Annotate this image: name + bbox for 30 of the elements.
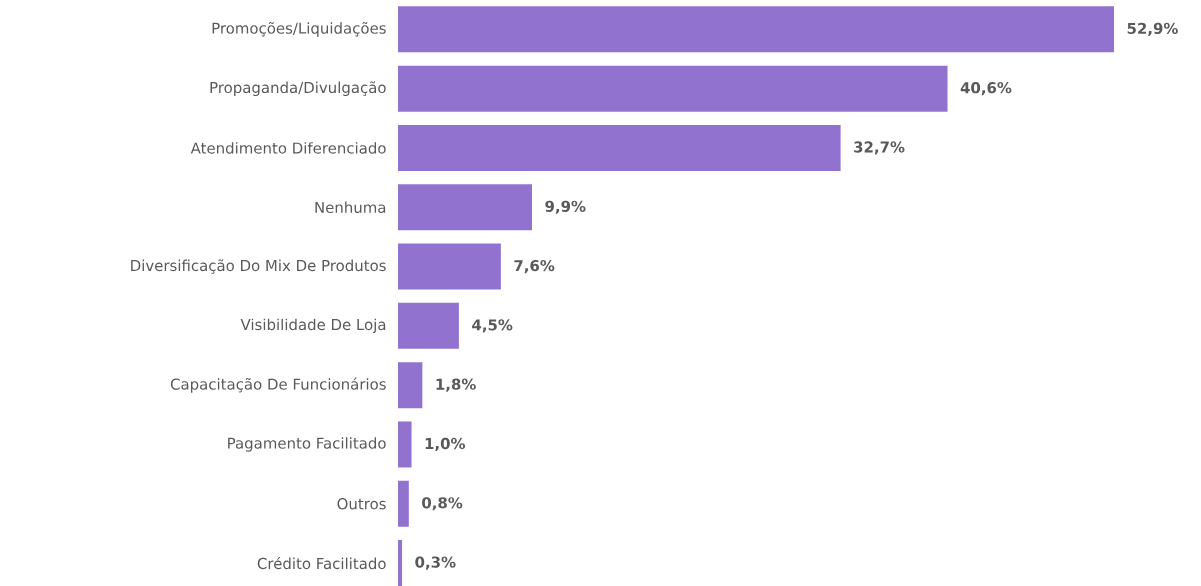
y-tick-label: Promoções/Liquidações [212,21,386,37]
bar [398,6,1115,53]
data-label: 4,5% [472,319,513,333]
y-tick-label: Propaganda/Divulgação [210,81,386,97]
bar [398,184,532,231]
data-label: 0,3% [415,556,456,570]
y-tick-label: Crédito Facilitado [257,556,386,570]
y-tick-label: Capacitação De Funcionários [170,377,386,393]
bar [398,480,409,527]
y-tick-label: Pagamento Facilitado [228,437,386,452]
data-label: 7,6% [514,259,555,274]
y-tick-label: Outros [337,498,386,510]
bar [398,124,841,171]
bar [398,302,459,349]
data-label: 1,0% [425,437,466,452]
y-tick-label: Atendimento Diferenciado [190,142,386,154]
data-label: 32,7% [854,141,905,155]
bar [398,362,423,409]
data-label: 0,8% [422,497,463,511]
y-tick-label: Nenhuma [315,201,386,214]
data-label: 40,6% [960,82,1012,96]
data-label: 9,9% [545,200,586,214]
bar [398,540,403,586]
y-tick-label: Diversificação Do Mix De Produtos [131,259,386,274]
data-label: 1,8% [436,378,476,392]
y-tick-label: Visibilidade De Loja [240,318,386,334]
data-label: 52,9% [1127,22,1178,36]
bar [398,243,501,290]
bar [398,65,948,112]
bar [398,421,412,468]
